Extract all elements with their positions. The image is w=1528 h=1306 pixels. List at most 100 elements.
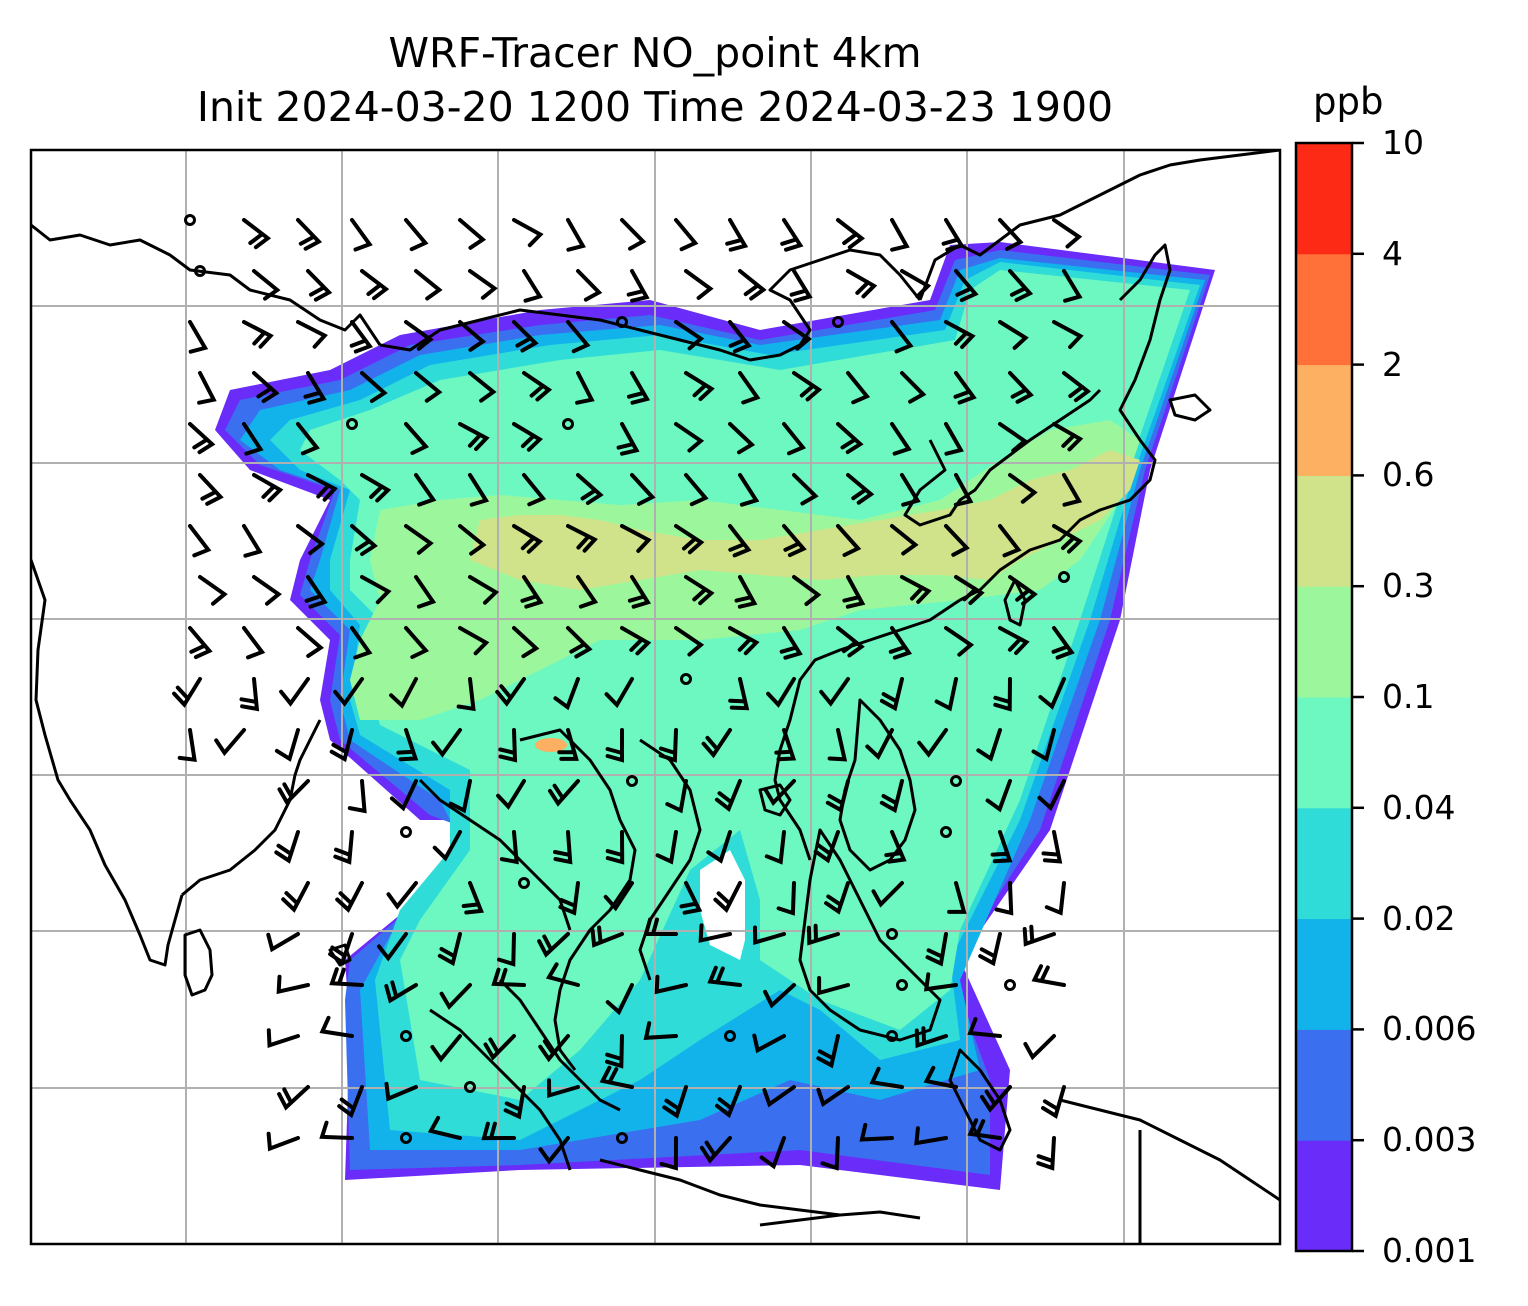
calm-wind-marker bbox=[616, 1132, 628, 1144]
wind-barb bbox=[738, 269, 767, 301]
wind-barb bbox=[825, 779, 850, 814]
wind-barb bbox=[328, 932, 354, 966]
wind-barb bbox=[303, 371, 327, 405]
wind-barb bbox=[985, 779, 1012, 813]
calm-wind-marker bbox=[626, 775, 638, 787]
wind-barb bbox=[817, 976, 850, 996]
colorbar-block bbox=[1296, 1029, 1352, 1141]
wind-barb bbox=[296, 422, 320, 456]
wind-barb bbox=[728, 626, 760, 656]
wind-barb bbox=[728, 320, 752, 354]
wind-barb bbox=[604, 677, 634, 709]
wind-barb bbox=[276, 974, 310, 995]
wind-barb bbox=[566, 626, 593, 659]
colorbar-block bbox=[1296, 475, 1352, 587]
wind-barb bbox=[456, 677, 476, 712]
coastlines bbox=[31, 150, 1280, 1244]
wind-barb bbox=[674, 218, 699, 252]
wind-barb bbox=[890, 218, 910, 252]
wind-barb bbox=[277, 779, 310, 806]
wind-barb bbox=[947, 881, 967, 914]
wind-barb bbox=[198, 473, 224, 506]
wind-barb bbox=[728, 524, 752, 558]
wind-barb bbox=[766, 677, 796, 708]
calm-wind-marker bbox=[464, 1081, 476, 1093]
colorbar-tick-label: 4 bbox=[1382, 233, 1403, 273]
colorbar-block bbox=[1296, 1140, 1352, 1252]
calm-wind-marker bbox=[832, 316, 844, 328]
wind-barb bbox=[481, 1121, 516, 1141]
calm-wind-marker bbox=[400, 1030, 412, 1042]
wind-barb bbox=[954, 269, 979, 303]
wind-barb bbox=[458, 218, 487, 250]
wind-barb bbox=[522, 371, 553, 402]
wind-barb bbox=[792, 371, 823, 402]
calm-wind-marker bbox=[950, 775, 962, 787]
wind-barb bbox=[674, 320, 705, 351]
calm-wind-marker bbox=[896, 979, 908, 991]
wind-barb bbox=[548, 779, 580, 807]
wind-barb bbox=[998, 626, 1030, 655]
wind-barb bbox=[414, 575, 437, 609]
wind-barb bbox=[1062, 269, 1083, 303]
wind-barb bbox=[347, 779, 367, 814]
wind-barb bbox=[414, 371, 443, 403]
wind-barb bbox=[779, 626, 803, 660]
colorbar-unit-label: ppb bbox=[1313, 80, 1384, 123]
wind-barb bbox=[836, 422, 864, 455]
wind-barb bbox=[923, 972, 958, 992]
wind-barb bbox=[242, 524, 263, 558]
colorbar-tick-label: 0.3 bbox=[1382, 566, 1435, 606]
wind-barb bbox=[296, 524, 326, 556]
colorbar-tick-label: 0.006 bbox=[1382, 1009, 1477, 1049]
wind-barb bbox=[698, 923, 732, 943]
wind-barb bbox=[620, 218, 647, 251]
calm-wind-marker bbox=[1004, 979, 1016, 991]
wind-barb bbox=[188, 320, 209, 354]
coastline-sulawesi bbox=[948, 1048, 1012, 1152]
wind-barb bbox=[576, 269, 603, 302]
wind-barb bbox=[684, 575, 715, 606]
wind-barb bbox=[980, 1085, 1012, 1113]
calm-wind-marker bbox=[680, 673, 692, 685]
wind-barb bbox=[871, 881, 904, 908]
wind-barb bbox=[699, 1136, 732, 1164]
wind-barb bbox=[813, 830, 840, 864]
colorbar-block bbox=[1296, 253, 1352, 366]
calm-wind-marker bbox=[886, 1030, 898, 1042]
wind-barb bbox=[319, 1015, 354, 1038]
wind-barb bbox=[576, 473, 604, 505]
wind-barb bbox=[620, 524, 652, 553]
wind-barb bbox=[879, 677, 904, 712]
wind-barb bbox=[576, 575, 599, 609]
wind-barb bbox=[706, 830, 732, 864]
wind-barb bbox=[923, 1065, 958, 1089]
wind-barb bbox=[707, 965, 742, 987]
wind-barb bbox=[626, 269, 650, 303]
chart-title-line-2: Init 2024-03-20 1200 Time 2024-03-23 190… bbox=[196, 83, 1114, 131]
wind-barb bbox=[782, 320, 812, 351]
wind-barb bbox=[820, 1136, 840, 1171]
calm-wind-marker bbox=[1058, 571, 1070, 583]
colorbar-ticks bbox=[1352, 141, 1364, 1253]
wind-barb bbox=[333, 830, 354, 865]
field-khaki-band bbox=[470, 450, 1140, 590]
wind-barb bbox=[728, 677, 750, 711]
wind-barb bbox=[384, 980, 418, 1004]
wind-barb bbox=[503, 1085, 526, 1120]
colorbar-blocks bbox=[1296, 143, 1352, 1252]
wind-barb bbox=[674, 626, 705, 657]
wind-barb bbox=[512, 524, 543, 554]
field-orange-hotspot bbox=[535, 738, 567, 752]
colorbar-tick-label: 10 bbox=[1382, 123, 1424, 162]
wind-barb bbox=[512, 422, 543, 452]
calm-wind-marker bbox=[346, 418, 358, 430]
wind-barb bbox=[177, 728, 197, 763]
colorbar-tick-label: 2 bbox=[1382, 344, 1403, 384]
wind-barb bbox=[603, 881, 634, 912]
calm-wind-marker bbox=[616, 316, 628, 328]
colorbar-tick-label: 0.003 bbox=[1382, 1120, 1477, 1160]
wind-barb bbox=[643, 1021, 678, 1040]
wind-barb bbox=[714, 779, 742, 812]
wind-barb bbox=[188, 524, 212, 558]
